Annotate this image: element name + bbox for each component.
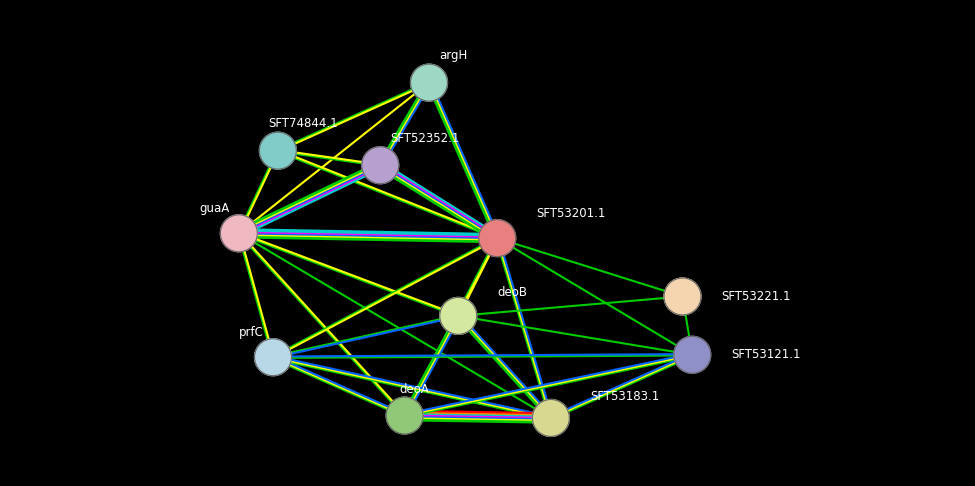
Ellipse shape [259, 132, 296, 169]
Ellipse shape [362, 147, 399, 184]
Ellipse shape [479, 220, 516, 257]
Text: SFT53121.1: SFT53121.1 [731, 348, 800, 361]
Text: guaA: guaA [199, 202, 229, 215]
Ellipse shape [254, 339, 292, 376]
Ellipse shape [220, 215, 257, 252]
Text: SFT74844.1: SFT74844.1 [268, 117, 337, 130]
Text: SFT53183.1: SFT53183.1 [590, 390, 659, 403]
Text: argH: argH [439, 49, 467, 62]
Text: deoA: deoA [400, 383, 429, 396]
Text: SFT53201.1: SFT53201.1 [536, 207, 605, 220]
Text: prfC: prfC [238, 326, 263, 339]
Ellipse shape [674, 336, 711, 373]
Ellipse shape [440, 297, 477, 334]
Text: SFT53221.1: SFT53221.1 [722, 290, 791, 303]
Ellipse shape [664, 278, 701, 315]
Text: deoB: deoB [497, 286, 527, 299]
Ellipse shape [386, 397, 423, 434]
Text: SFT52352.1: SFT52352.1 [390, 132, 459, 145]
Ellipse shape [532, 399, 569, 436]
Ellipse shape [410, 64, 448, 101]
